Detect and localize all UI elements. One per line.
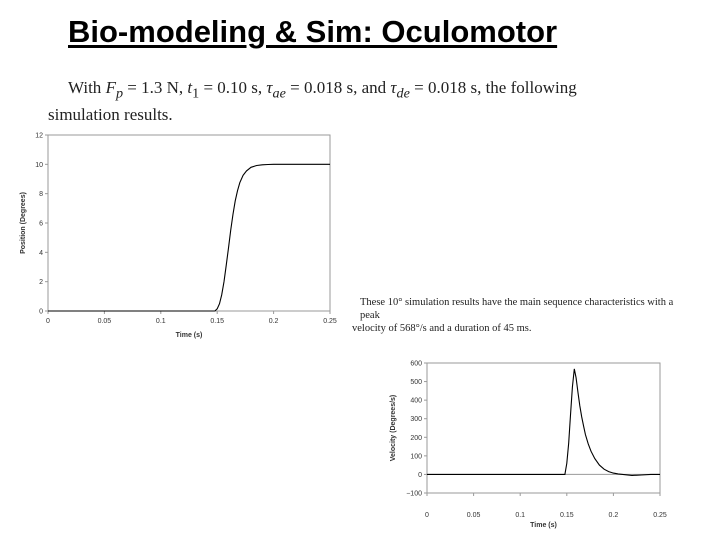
result-note-line-2: velocity of 568°/s and a duration of 45 … [352,323,532,334]
y-tick-label: 0 [39,309,43,316]
x-tick-label: 0 [46,318,50,325]
y-tick-label: 2 [39,279,43,286]
y-tick-label: 6 [39,221,43,228]
y-axis-label: Position (Degrees) [20,192,27,254]
y-tick-label: 600 [410,361,422,368]
series-line [427,368,660,476]
velocity-chart: 0 0.05 0.1 0.15 0.2 0.25 −100 0 100 200 300 400 500 6… [390,361,667,530]
x-tick-label: 0.1 [156,318,166,325]
y-tick-label: 10 [35,162,43,169]
x-axis-label: Time (s) [176,332,203,339]
x-tick-label: 0.15 [560,512,574,519]
y-tick-label: 8 [39,191,43,198]
y-tick-label: 400 [410,398,422,405]
result-note: These 10° simulation results have the ma… [352,296,690,335]
intro-line-1: With Fp = 1.3 N, t1 = 0.10 s, τae = 0.01… [68,78,577,102]
intro-text: With Fp = 1.3 N, t1 = 0.10 s, τae = 0.01… [48,77,698,126]
y-tick-label: 0 [418,472,422,479]
y-tick-label: 12 [35,133,43,140]
series-line [48,163,330,312]
x-tick-label: 0.2 [269,318,279,325]
position-chart: 0 0.05 0.1 0.15 0.2 0.25 0 2 4 6 8 10 12 Time (s) Posi… [20,133,337,340]
x-tick-label: 0.25 [653,512,667,519]
y-tick-label: 300 [410,416,422,423]
x-tick-label: 0.05 [98,318,112,325]
x-tick-label: 0.1 [515,512,525,519]
y-tick-label: 500 [410,379,422,386]
slide-title: Bio-modeling & Sim: Oculomotor [68,14,558,49]
y-tick-label: 100 [410,453,422,460]
plot-frame [47,134,331,312]
y-axis-label: Velocity (Degrees/s) [390,395,397,462]
result-note-line-1: These 10° simulation results have the ma… [360,297,674,321]
intro-line-2: simulation results. [48,105,173,125]
x-tick-label: 0.15 [210,318,224,325]
x-axis-label: Time (s) [530,522,557,529]
x-tick-label: 0 [425,512,429,519]
plot-frame [426,362,661,494]
x-tick-label: 0.05 [467,512,481,519]
y-tick-label: −100 [406,491,422,498]
y-tick-label: 200 [410,435,422,442]
x-tick-label: 0.2 [609,512,619,519]
y-tick-label: 4 [39,250,43,257]
x-tick-label: 0.25 [323,318,337,325]
